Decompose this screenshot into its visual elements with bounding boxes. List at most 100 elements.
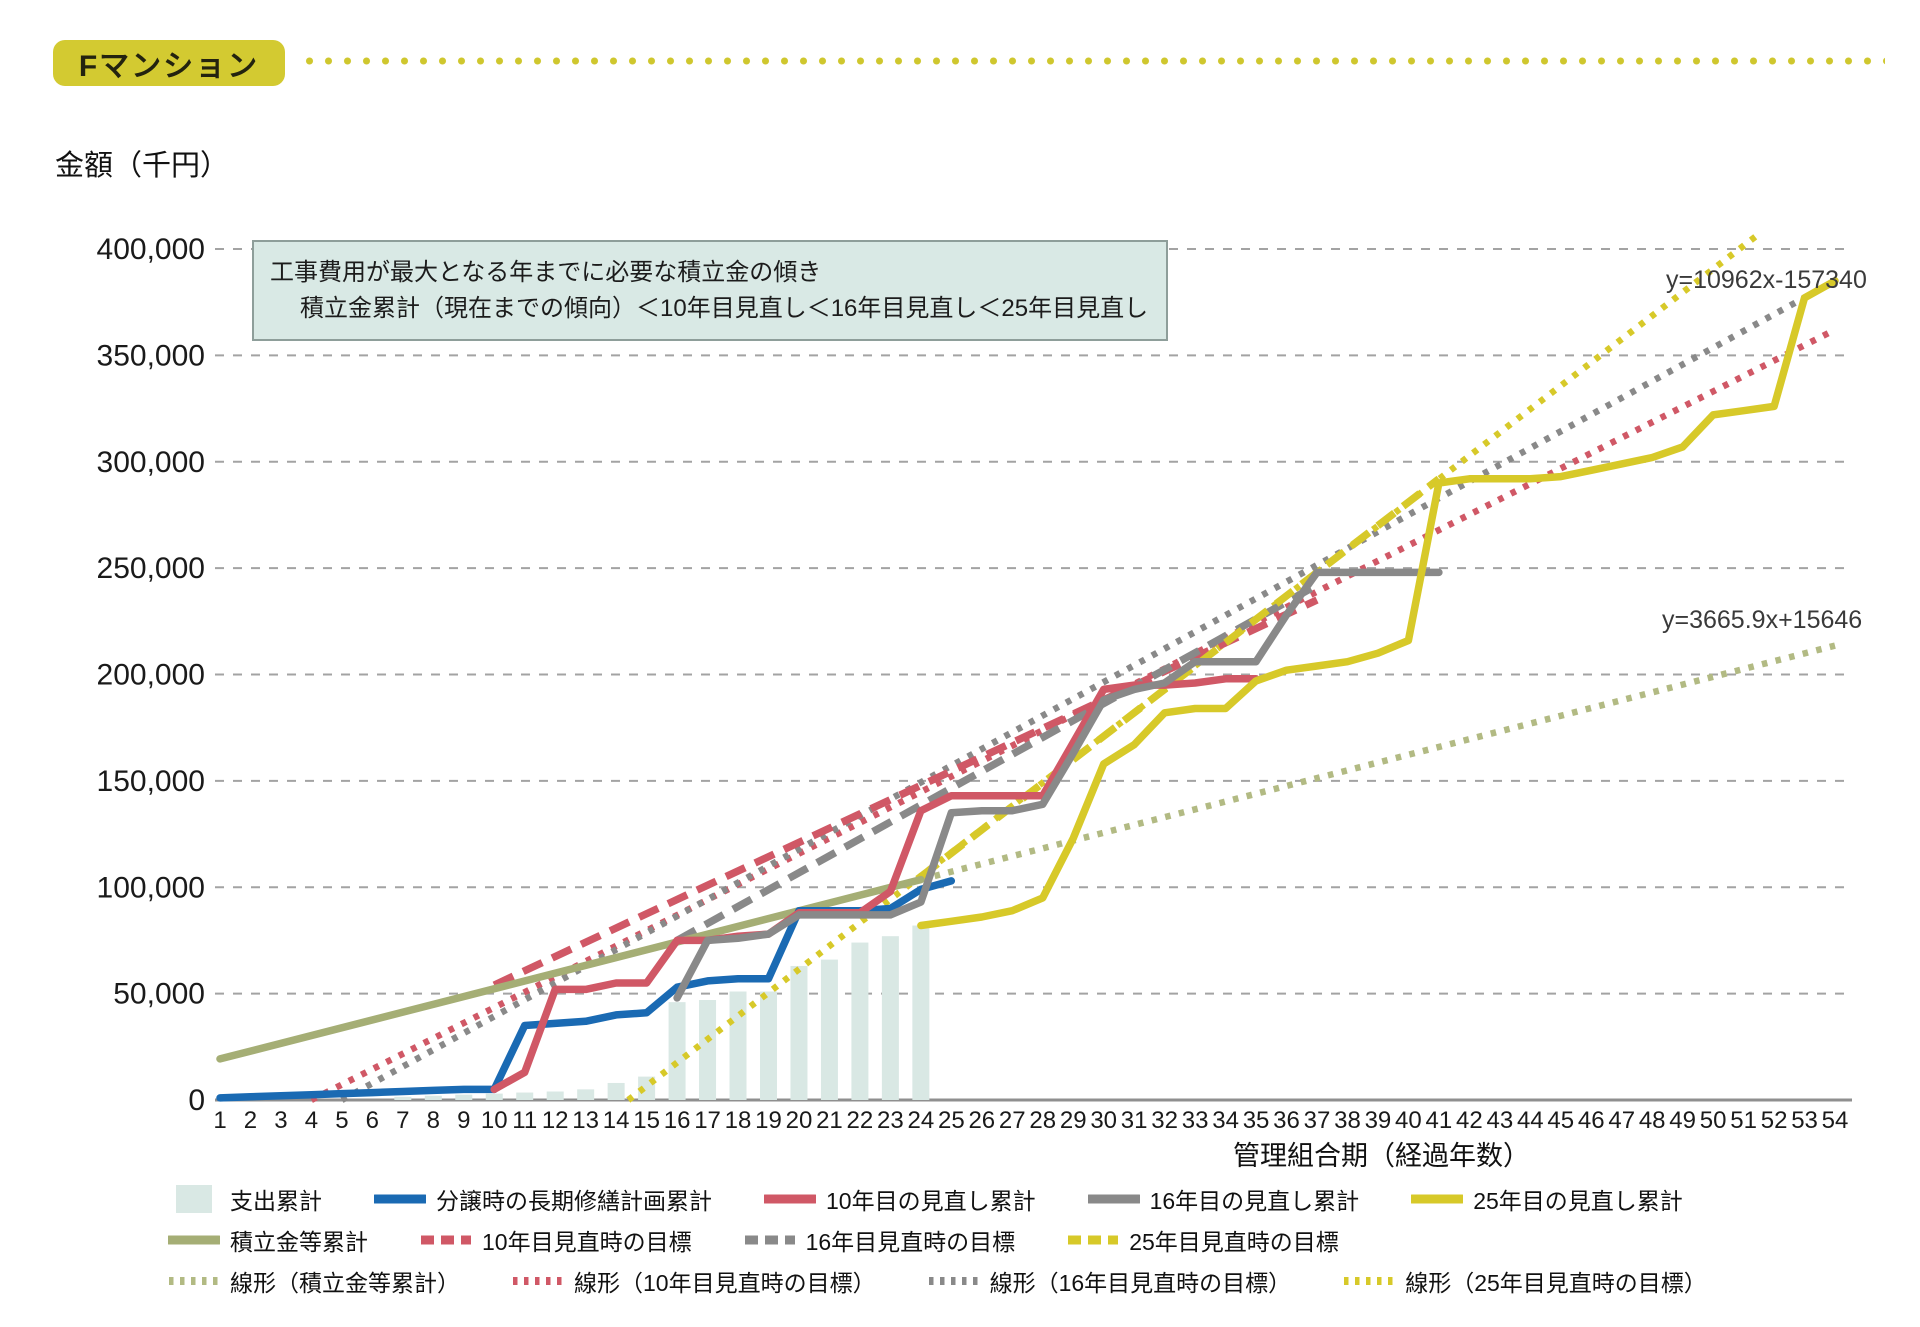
legend-label: 線形（積立金等累計） [230, 1270, 460, 1296]
x-tick-label: 25 [938, 1107, 965, 1134]
x-tick-label: 49 [1669, 1107, 1696, 1134]
series-red-solid [490, 675, 1260, 1094]
x-tick-label: 16 [664, 1107, 691, 1134]
x-tick-label: 40 [1395, 1107, 1422, 1134]
x-tick-label: 46 [1578, 1107, 1605, 1134]
x-tick-label: 30 [1090, 1107, 1117, 1134]
x-tick-label: 51 [1730, 1107, 1757, 1134]
series-olive-solid [216, 875, 925, 1063]
legend-swatch-dashed-icon [1068, 1235, 1119, 1245]
x-tick-label: 43 [1486, 1107, 1513, 1134]
x-tick-label: 19 [755, 1107, 782, 1134]
legend-label: 10年目の見直し累計 [826, 1188, 1036, 1214]
x-tick-label: 3 [274, 1107, 287, 1134]
bar-bars [699, 1000, 717, 1100]
bar-bars [668, 1002, 686, 1100]
y-tick-label: 350,000 [97, 339, 205, 372]
legend-label: 25年目見直時の目標 [1129, 1229, 1339, 1255]
series-gray-solid [673, 568, 1443, 1002]
legend-item-gray-dotted: 線形（16年目見直時の目標） [928, 1264, 1292, 1298]
x-tick-label: 21 [816, 1107, 843, 1134]
x-tick-label: 35 [1243, 1107, 1270, 1134]
legend-swatch-solid-icon [1087, 1194, 1140, 1204]
bar-bars [455, 1094, 473, 1100]
legend-label: 線形（10年目見直時の目標） [574, 1270, 876, 1296]
legend-row-1: 支出累計 分譲時の長期修繕計画累計 10年目の見直し累計 16年目の見直し累計 25年目… [168, 1182, 1868, 1216]
bar-bars [881, 936, 899, 1100]
x-tick-label: 2 [244, 1107, 257, 1134]
legend-item-blue-solid: 分譲時の長期修繕計画累計 [374, 1182, 712, 1216]
legend-item-red-solid: 10年目の見直し累計 [764, 1182, 1036, 1216]
bar-bars [729, 991, 747, 1100]
series-gray-dashed [675, 581, 1319, 944]
x-tick-label: 47 [1608, 1107, 1635, 1134]
x-tick-label: 5 [335, 1107, 348, 1134]
x-tick-label: 4 [305, 1107, 318, 1134]
x-tick-label: 10 [481, 1107, 508, 1134]
x-tick-label: 12 [542, 1107, 569, 1134]
series-red-dotted [309, 326, 1837, 1103]
series-gray-dotted [340, 278, 1837, 1103]
trendline-equation-reserve: y=3665.9x+15646 [1662, 606, 1863, 634]
legend-swatch-dotted-icon [513, 1277, 563, 1285]
x-tick-label: 29 [1060, 1107, 1087, 1134]
dotted-leader-line [300, 56, 1885, 66]
x-tick-label: 39 [1365, 1107, 1392, 1134]
legend-item-red-dotted: 線形（10年目見直時の目標） [512, 1264, 876, 1298]
legend-label: 25年目の見直し累計 [1473, 1188, 1683, 1214]
x-tick-label: 42 [1456, 1107, 1483, 1134]
bar-bars [394, 1096, 412, 1100]
legend-item-yellow-solid: 25年目の見直し累計 [1411, 1182, 1683, 1216]
annotation-line-2: 積立金累計（現在までの傾向）＜10年目見直し＜16年目見直し＜25年目見直し [300, 294, 1149, 322]
legend-label: 積立金等累計 [230, 1229, 368, 1255]
x-tick-label: 11 [512, 1107, 537, 1134]
x-tick-label: 6 [366, 1107, 379, 1134]
bar-bars [790, 965, 808, 1100]
bar-bars [424, 1095, 442, 1100]
legend-item-yellow-dashed: 25年目見直時の目標 [1067, 1223, 1339, 1257]
x-tick-label: 52 [1761, 1107, 1788, 1134]
y-tick-label: 50,000 [113, 978, 205, 1011]
chart-legend: 支出累計 分譲時の長期修繕計画累計 10年目の見直し累計 16年目の見直し累計 25年目… [168, 1182, 1868, 1305]
bar-bars [485, 1093, 503, 1100]
chart-svg: 0 50,000 100,000 150,000 200,000 250,000 300,0… [97, 231, 1852, 1134]
legend-swatch-dotted-icon [1344, 1277, 1395, 1285]
y-tick-label: 300,000 [97, 446, 205, 479]
x-tick-label: 23 [877, 1107, 904, 1134]
x-tick-label: 22 [847, 1107, 874, 1134]
x-tick-label: 20 [786, 1107, 813, 1134]
legend-item-olive-dotted: 線形（積立金等累計） [168, 1264, 460, 1298]
x-tick-label: 33 [1182, 1107, 1209, 1134]
x-tick-label: 48 [1639, 1107, 1666, 1134]
legend-label: 分譲時の長期修繕計画累計 [436, 1188, 712, 1214]
x-tick-label: 37 [1304, 1107, 1331, 1134]
x-tick-label: 13 [572, 1107, 599, 1134]
legend-item-yellow-dotted: 線形（25年目見直時の目標） [1343, 1264, 1707, 1298]
legend-swatch-solid-icon [168, 1235, 220, 1245]
legend-item-olive-solid: 積立金等累計 [168, 1223, 368, 1257]
bar-bars [516, 1092, 534, 1100]
x-tick-label: 50 [1700, 1107, 1727, 1134]
x-tick-label: 28 [1029, 1107, 1056, 1134]
legend-swatch-solid-icon [1411, 1194, 1464, 1204]
x-tick-label: 1 [213, 1107, 226, 1134]
y-tick-label: 250,000 [97, 552, 205, 585]
x-tick-label: 8 [427, 1107, 440, 1134]
y-tick-label: 150,000 [97, 765, 205, 798]
x-tick-label: 38 [1334, 1107, 1361, 1134]
legend-label: 線形（16年目見直時の目標） [989, 1270, 1292, 1296]
bar-bars [851, 942, 869, 1100]
x-tick-label: 32 [1151, 1107, 1178, 1134]
legend-item-gray-solid: 16年目の見直し累計 [1087, 1182, 1359, 1216]
x-tick-label: 31 [1121, 1107, 1148, 1134]
y-tick-label: 200,000 [97, 659, 205, 692]
x-axis-title: 管理組合期（経過年数） [1233, 1141, 1530, 1171]
legend-label: 10年目見直時の目標 [482, 1229, 692, 1255]
x-tick-label: 14 [603, 1107, 630, 1134]
bar-bars [577, 1089, 595, 1100]
y-axis-title: 金額（千円） [55, 150, 230, 182]
legend-item-bars: 支出累計 [168, 1182, 322, 1216]
legend-swatch-solid-icon [176, 1185, 212, 1213]
x-tick-label: 54 [1822, 1107, 1849, 1134]
